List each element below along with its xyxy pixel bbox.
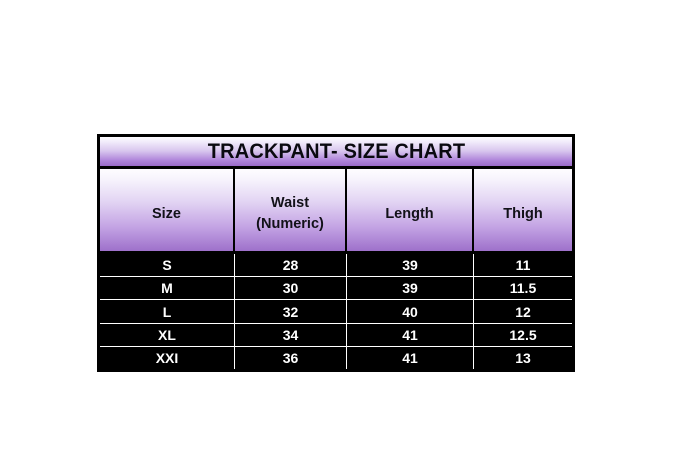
cell-size: M — [100, 277, 235, 300]
column-header-size-label: Size — [151, 205, 181, 222]
cell-thigh: 13 — [515, 349, 531, 366]
table-row: L 32 40 12 — [100, 300, 572, 324]
cell-length: 41 — [347, 346, 474, 370]
column-header-thigh: Thigh — [474, 169, 572, 251]
cell-size: XL — [100, 323, 235, 346]
column-header-waist: Waist (Numeric) — [235, 169, 347, 251]
column-header-waist-sublabel: (Numeric) — [256, 216, 324, 232]
page-title: TRACKPANT- SIZE CHART — [207, 140, 465, 163]
column-header-size: Size — [100, 169, 235, 251]
cell-waist: 34 — [235, 323, 347, 346]
cell-length: 40 — [347, 300, 474, 323]
cell-waist: 28 — [235, 254, 347, 277]
table-row: S 28 39 11 — [100, 254, 572, 278]
table-row: XXI 36 41 13 — [100, 346, 572, 370]
cell-waist: 32 — [235, 300, 347, 323]
column-header-waist-label: Waist — [270, 195, 310, 212]
cell-length: 39 — [347, 254, 474, 277]
size-chart-table: TRACKPANT- SIZE CHART Size Waist (Numeri… — [97, 134, 575, 372]
column-header-thigh-label: Thigh — [503, 205, 543, 222]
table-header-row: Size Waist (Numeric) Length Thigh — [100, 169, 572, 254]
cell-size: XXI — [100, 346, 235, 370]
table-row: XL 34 41 12.5 — [100, 323, 572, 347]
chart-title-band: TRACKPANT- SIZE CHART — [100, 137, 572, 169]
cell-size: S — [100, 254, 235, 277]
cell-size: L — [100, 300, 235, 323]
cell-thigh: 12.5 — [509, 326, 537, 343]
column-header-length-label: Length — [385, 205, 434, 222]
cell-length: 39 — [347, 277, 474, 300]
cell-length: 41 — [347, 323, 474, 346]
table-body: S 28 39 11 M 30 39 11.5 L 32 40 12 XL 34… — [100, 254, 572, 370]
cell-thigh: 11.5 — [509, 280, 537, 297]
column-header-length: Length — [347, 169, 474, 251]
cell-thigh: 11 — [515, 257, 531, 274]
cell-thigh: 12 — [515, 303, 531, 320]
cell-waist: 30 — [235, 277, 347, 300]
cell-waist: 36 — [235, 346, 347, 370]
table-row: M 30 39 11.5 — [100, 277, 572, 301]
